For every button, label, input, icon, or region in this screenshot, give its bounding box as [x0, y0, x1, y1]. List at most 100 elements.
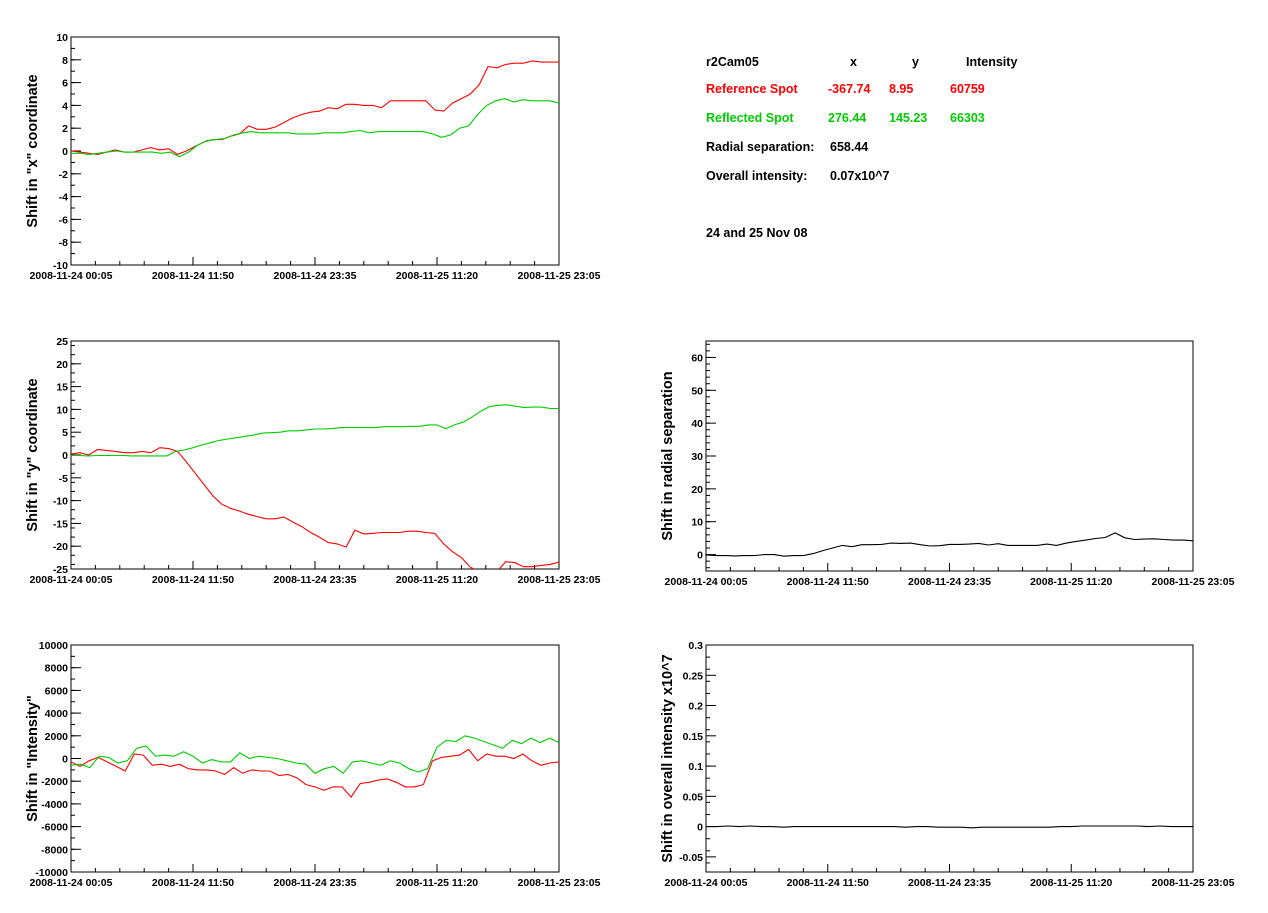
- plot-frame: [705, 340, 1194, 572]
- y-tick-label: 4: [62, 100, 68, 112]
- y-tick-label: 20: [691, 484, 703, 496]
- y-tick-label: -10: [53, 496, 68, 508]
- y-tick-label: 10: [691, 517, 703, 529]
- x-tick-label: 2008-11-24 23:35: [274, 877, 357, 889]
- y-tick-label: 0: [697, 550, 703, 562]
- y-tick-label: 2: [62, 123, 68, 135]
- y-tick-label: 0.1: [688, 761, 703, 773]
- y-tick-label: 2000: [45, 731, 69, 743]
- plot-frame: [705, 644, 1194, 873]
- series-line-2: [71, 404, 559, 457]
- y-tick-label: -20: [53, 541, 68, 553]
- y-tick-label: -5: [59, 473, 68, 485]
- y-axis-title: Shift in radial separation: [660, 371, 676, 540]
- y-tick-label: 0: [62, 146, 68, 158]
- y-tick-label: -2000: [41, 776, 68, 788]
- y-tick-label: 0.3: [688, 640, 703, 652]
- chart-intensity-shift: -10000 -8000 -6000 -4000 -2000 0 2000 4000 6000 8…: [25, 640, 601, 889]
- y-tick-label: -4000: [41, 799, 68, 811]
- overall-intensity-value: 0.07x10^7: [830, 169, 890, 183]
- x-tick-label: 2008-11-24 00:05: [30, 574, 113, 586]
- y-tick-label: -4: [59, 192, 68, 204]
- y-axis-title: Shift in "y" coordinate: [25, 378, 41, 531]
- x-tick-label: 2008-11-25 11:20: [1030, 877, 1112, 889]
- x-tick-label: 2008-11-24 00:05: [30, 877, 113, 889]
- y-tick-label: 10000: [39, 640, 68, 652]
- plot-frame: [70, 644, 560, 873]
- y-tick-label: -0.05: [679, 852, 703, 864]
- y-tick-label: 25: [56, 336, 68, 348]
- y-tick-label: -8000: [41, 844, 68, 856]
- y-tick-label: 0: [62, 450, 68, 462]
- reference-spot-y: 8.95: [889, 82, 914, 96]
- y-tick-label: -10: [53, 260, 68, 272]
- x-tick-label: 2008-11-24 11:50: [787, 576, 869, 588]
- y-tick-label: 15: [56, 382, 68, 394]
- y-tick-label: 8: [62, 55, 68, 67]
- x-tick-label: 2008-11-24 23:35: [908, 576, 991, 588]
- series-line-1: [71, 447, 559, 569]
- x-tick-label: 2008-11-24 11:50: [152, 877, 234, 889]
- series-line-2: [71, 735, 559, 775]
- y-axis-title: Shift in overall intensity x10^7: [660, 654, 676, 862]
- y-tick-label: 60: [691, 352, 703, 364]
- y-tick-label: 0.05: [683, 791, 704, 803]
- x-tick-label: 2008-11-25 11:20: [396, 877, 478, 889]
- y-axis-title: Shift in "Intensity": [25, 695, 41, 822]
- overall-intensity-label: Overall intensity:: [706, 169, 808, 183]
- x-tick-label: 2008-11-24 11:50: [152, 574, 234, 586]
- series-line-1: [706, 825, 1193, 829]
- x-tick-label: 2008-11-24 23:35: [274, 574, 357, 586]
- y-tick-label: 6: [62, 78, 68, 90]
- y-tick-label: 0.25: [683, 670, 704, 682]
- series-line-1: [706, 532, 1193, 557]
- chart-overall-intensity-shift: -0.05 0 0.05 0.1 0.15 0.2 0.25 0.3 2008-11-24 00…: [660, 640, 1235, 889]
- column-intensity-header: Intensity: [966, 55, 1018, 69]
- x-tick-label: 2008-11-25 11:20: [396, 574, 478, 586]
- y-tick-label: 10: [56, 404, 68, 416]
- plot-frame: [70, 36, 560, 266]
- camera-label: r2Cam05: [706, 55, 759, 69]
- y-tick-label: 8000: [45, 663, 69, 675]
- y-tick-label: -6: [59, 214, 68, 226]
- x-tick-label: 2008-11-25 11:20: [1030, 576, 1112, 588]
- chart-y-shift: -25 -20 -15 -10 -5 0 5 10 15 20 25 2008-11-24 00:05…: [25, 336, 601, 586]
- y-tick-label: 20: [56, 359, 68, 371]
- x-tick-label: 2008-11-24 11:50: [787, 877, 869, 889]
- y-tick-label: 6000: [45, 685, 69, 697]
- chart-x-shift: -10 -8 -6 -4 -2 0 2 4 6 8 10 2008-11-24 00:05 2008-1…: [25, 32, 601, 282]
- y-tick-label: 0.2: [688, 701, 703, 713]
- y-tick-label: 10: [56, 32, 68, 44]
- y-tick-label: -6000: [41, 822, 68, 834]
- y-tick-label: -15: [53, 518, 68, 530]
- x-tick-label: 2008-11-24 00:05: [665, 576, 748, 588]
- series-line-2: [71, 98, 559, 158]
- radial-separation-label: Radial separation:: [706, 140, 815, 154]
- x-tick-label: 2008-11-24 11:50: [152, 270, 234, 282]
- reference-spot-x: -367.74: [828, 82, 871, 96]
- radial-separation-value: 658.44: [830, 140, 869, 154]
- reference-spot-intensity: 60759: [950, 82, 985, 96]
- reference-spot-label: Reference Spot: [706, 82, 798, 96]
- x-tick-label: 2008-11-25 23:05: [518, 574, 601, 586]
- y-tick-label: -2: [59, 169, 68, 181]
- x-tick-label: 2008-11-25 11:20: [396, 270, 478, 282]
- y-tick-label: 4000: [45, 708, 69, 720]
- y-tick-label: 40: [691, 418, 703, 430]
- y-tick-label: 50: [691, 385, 703, 397]
- x-tick-label: 2008-11-25 23:05: [1152, 877, 1235, 889]
- column-x-header: x: [850, 55, 857, 69]
- reflected-spot-x: 276.44: [828, 111, 867, 125]
- y-tick-label: 0.15: [683, 731, 704, 743]
- y-tick-label: 5: [62, 427, 68, 439]
- series-line-1: [71, 60, 559, 156]
- plot-frame: [70, 340, 560, 570]
- y-tick-label: 0: [62, 754, 68, 766]
- y-tick-label: -25: [53, 564, 68, 576]
- y-tick-label: 30: [691, 451, 703, 463]
- y-tick-label: -8: [59, 237, 68, 249]
- reflected-spot-y: 145.23: [889, 111, 928, 125]
- x-tick-label: 2008-11-25 23:05: [518, 877, 601, 889]
- y-axis-title: Shift in "x" coordinate: [25, 74, 41, 227]
- y-tick-label: -10000: [35, 867, 68, 879]
